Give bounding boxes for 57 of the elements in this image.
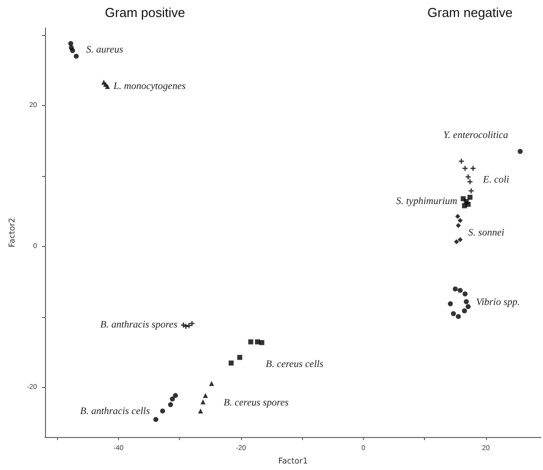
point xyxy=(186,323,192,328)
point xyxy=(153,416,158,422)
point xyxy=(70,48,76,54)
point xyxy=(248,339,254,344)
y-axis-title: Factor2 xyxy=(8,218,16,248)
point xyxy=(450,311,456,316)
point xyxy=(458,288,463,293)
point xyxy=(467,194,472,200)
point xyxy=(68,41,74,46)
point xyxy=(170,396,175,402)
point xyxy=(74,54,79,59)
series-label: Y. enterocolitica xyxy=(443,130,508,141)
point xyxy=(254,339,260,344)
series-label: L. monocytogenes xyxy=(112,80,186,92)
point xyxy=(228,360,234,366)
series-label: S. sonnei xyxy=(468,228,505,239)
series-label: B. anthracis spores xyxy=(100,319,178,330)
point xyxy=(470,166,476,171)
point xyxy=(468,188,474,194)
point xyxy=(467,179,472,184)
point xyxy=(458,237,463,242)
point xyxy=(458,158,464,164)
point xyxy=(462,308,467,314)
point xyxy=(209,380,214,386)
point xyxy=(518,148,523,154)
point xyxy=(462,166,468,171)
point xyxy=(466,304,471,310)
point xyxy=(198,408,204,414)
point xyxy=(452,286,458,292)
text: Gram positive xyxy=(104,5,186,20)
point xyxy=(466,174,471,180)
point xyxy=(172,392,178,398)
point xyxy=(448,301,453,306)
series-label: B. cereus spores xyxy=(224,398,289,409)
series-label: E. coli xyxy=(482,174,510,186)
point xyxy=(160,408,166,414)
point xyxy=(462,291,468,296)
point xyxy=(454,239,459,244)
point xyxy=(202,392,208,398)
text: Gram negative xyxy=(427,5,513,20)
point xyxy=(456,314,461,319)
point xyxy=(455,214,460,219)
series-label: B. anthracis cells xyxy=(80,406,150,417)
point xyxy=(168,402,174,408)
series-label: S. aureus xyxy=(86,44,124,56)
series-label: Vibrio spp. xyxy=(476,297,520,308)
point xyxy=(462,203,467,208)
series-label: S. typhimurium xyxy=(396,196,458,208)
x-axis-title: Factor1 xyxy=(278,456,308,466)
point xyxy=(456,222,461,228)
point xyxy=(458,218,463,224)
point xyxy=(104,84,110,90)
point xyxy=(464,299,469,304)
point xyxy=(259,340,264,346)
series-label: B. cereus cells xyxy=(266,358,324,370)
point xyxy=(237,354,242,360)
point xyxy=(200,399,206,404)
